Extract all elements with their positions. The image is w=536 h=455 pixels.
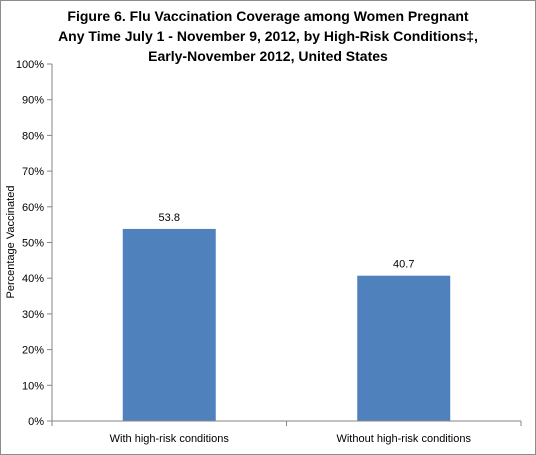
y-tick-label: 10%	[22, 380, 44, 392]
y-tick-label: 40%	[22, 273, 44, 285]
chart-title-line-3: Early-November 2012, United States	[148, 48, 388, 64]
y-tick-label: 20%	[22, 345, 44, 357]
bar-value-label: 53.8	[159, 212, 180, 224]
bar-value-label: 40.7	[393, 259, 414, 271]
x-category-label: With high-risk conditions	[110, 433, 230, 445]
chart-title-line-1: Figure 6. Flu Vaccination Coverage among…	[67, 8, 469, 24]
x-axis-ticks	[51, 421, 522, 426]
y-tick-label: 0%	[28, 416, 44, 428]
x-category-label: Without high-risk conditions	[336, 433, 471, 445]
bar	[122, 228, 216, 421]
x-axis-labels: With high-risk conditions Without high-ri…	[110, 433, 472, 445]
bars	[122, 228, 451, 421]
chart-title: Figure 6. Flu Vaccination Coverage among…	[0, 6, 536, 66]
y-tick-label: 70%	[22, 166, 44, 178]
y-tick-label: 90%	[22, 95, 44, 107]
y-axis-title: Percentage Vaccinated	[5, 186, 17, 299]
y-axis-ticks: 0% 10% 20% 30% 40% 50% 60% 70% 80% 90% 100%	[16, 59, 52, 428]
y-tick-label: 60%	[22, 202, 44, 214]
y-tick-label: 80%	[22, 130, 44, 142]
bar	[357, 275, 451, 421]
chart-title-line-2: Any Time July 1 - November 9, 2012, by H…	[58, 28, 478, 44]
y-tick-label: 30%	[22, 309, 44, 321]
data-labels: 53.8 40.7	[159, 212, 415, 271]
y-tick-label: 50%	[22, 238, 44, 250]
y-tick-label: 100%	[16, 59, 44, 71]
